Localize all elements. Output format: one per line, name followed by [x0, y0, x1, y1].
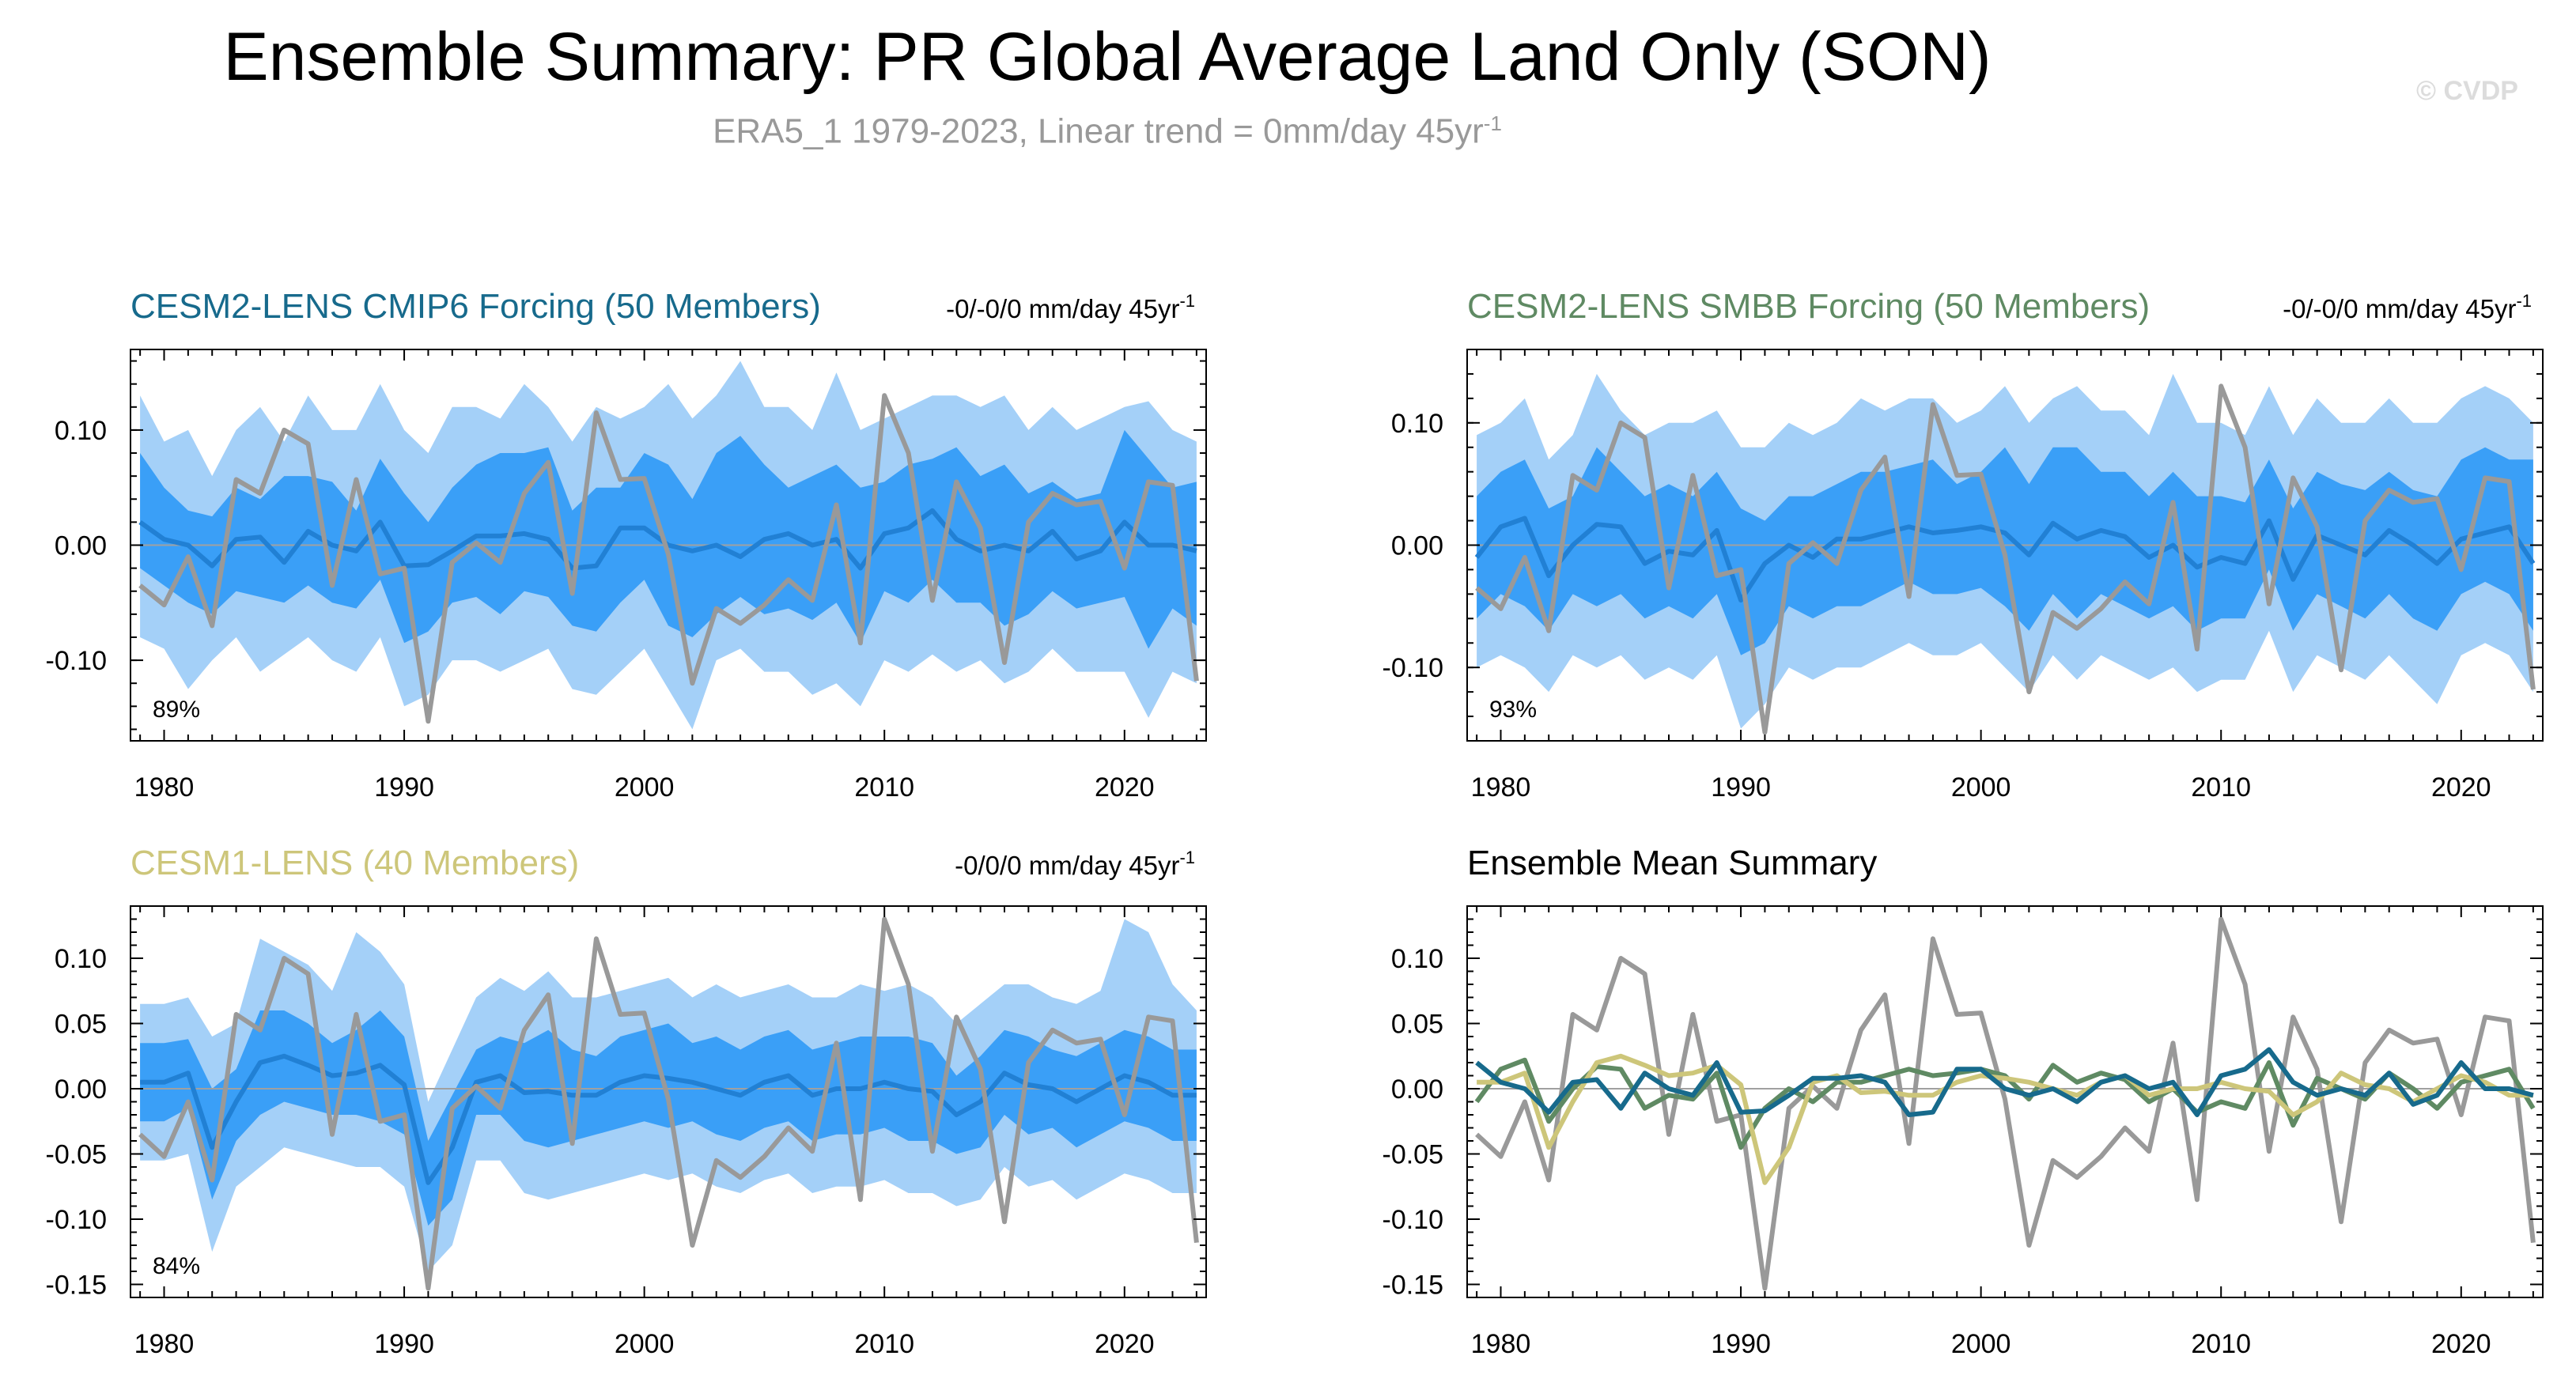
y-tick-label: -0.10 — [46, 646, 108, 676]
trend-label-superscript: -1 — [1179, 291, 1195, 311]
panel-title: CESM2-LENS SMBB Forcing (50 Members) — [1467, 287, 2150, 326]
x-tick-label: 2010 — [854, 1329, 914, 1359]
x-tick-label: 1980 — [134, 772, 195, 803]
x-tick-label: 1990 — [1711, 772, 1771, 803]
percent-label: 84% — [153, 1253, 200, 1279]
series-line-1 — [1475, 916, 2536, 1291]
series-line-4 — [1475, 1047, 2534, 1117]
y-tick-label: -0.15 — [46, 1271, 108, 1301]
trend-label: -0/-0/0 mm/day 45yr-1 — [2283, 291, 2532, 323]
x-tick-label: 1980 — [1471, 772, 1531, 803]
trend-label-superscript: -1 — [1179, 848, 1195, 867]
percent-label: 89% — [153, 697, 200, 723]
observed-line — [138, 393, 1199, 724]
y-tick-label: 0.00 — [1391, 1074, 1443, 1105]
series-line-2 — [1474, 1057, 2536, 1150]
y-tick-label: -0.10 — [1383, 1205, 1444, 1235]
figure-subtitle: ERA5_1 1979-2023, Linear trend = 0mm/day… — [0, 101, 2215, 154]
y-tick-label: 0.05 — [1391, 1010, 1443, 1040]
panel-title: Ensemble Mean Summary — [1467, 844, 1877, 882]
x-tick-label: 2010 — [2191, 772, 2251, 803]
y-tick-label: 0.00 — [55, 1074, 107, 1105]
y-tick-label: 0.10 — [55, 944, 107, 974]
y-tick-label: 0.10 — [1391, 944, 1443, 974]
chart-panel-1: 1980 1990 2000 2010 2020 -0.10 0.00 0.10 CESM2-L… — [46, 287, 1207, 803]
x-tick-label: 2020 — [1095, 772, 1155, 803]
y-tick-label: -0.05 — [46, 1140, 108, 1170]
x-tick-label: 2020 — [2431, 1329, 2491, 1359]
x-tick-label: 2010 — [854, 772, 914, 803]
x-tick-label: 1980 — [134, 1329, 195, 1359]
ensemble-mean-line — [138, 508, 1197, 571]
x-tick-label: 2000 — [1951, 772, 2011, 803]
trend-label: -0/-0/0 mm/day 45yr-1 — [946, 291, 1195, 323]
y-tick-label: -0.10 — [1383, 653, 1444, 683]
chart-panel-3: 1980 1990 2000 2010 2020 -0.15 -0.10 -0.05 0.00 0… — [46, 844, 1207, 1359]
inner-spread-band — [140, 1010, 1197, 1226]
ensemble-mean-line — [140, 1053, 1197, 1185]
x-tick-label: 2000 — [615, 1329, 675, 1359]
series-line-3 — [1477, 1053, 2533, 1185]
x-tick-label: 2020 — [1095, 1329, 1155, 1359]
trend-label-superscript: -1 — [2516, 291, 2532, 311]
chart-panel-4: 1980 1990 2000 2010 2020 -0.15 -0.10 -0.05 0.00 0… — [1383, 844, 2544, 1359]
x-tick-label: 2000 — [1951, 1329, 2011, 1359]
y-tick-label: -0.10 — [46, 1205, 108, 1235]
observed-line — [1475, 383, 2536, 735]
chart-panel-2: 1980 1990 2000 2010 2020 -0.10 0.00 0.10 CESM2-L… — [1383, 287, 2544, 803]
y-tick-label: 0.05 — [55, 1010, 107, 1040]
trend-label-text: -0/-0/0 mm/day 45yr — [2283, 294, 2516, 323]
cvdp-watermark: © CVDP — [2416, 76, 2518, 106]
y-tick-label: 0.00 — [1391, 531, 1443, 561]
subtitle-text: ERA5_1 1979-2023, Linear trend = 0mm/day… — [713, 111, 1484, 151]
x-tick-label: 1990 — [1711, 1329, 1771, 1359]
panel-title: CESM1-LENS (40 Members) — [131, 844, 579, 882]
y-tick-label: -0.05 — [1383, 1140, 1444, 1170]
y-tick-label: 0.10 — [55, 416, 107, 446]
x-tick-label: 2000 — [615, 772, 675, 803]
x-tick-label: 1990 — [374, 1329, 434, 1359]
x-tick-label: 2010 — [2191, 1329, 2251, 1359]
figure-title: Ensemble Summary: PR Global Average Land… — [223, 19, 1992, 95]
y-tick-label: 0.00 — [55, 531, 107, 561]
x-tick-label: 2020 — [2431, 772, 2491, 803]
observed-line — [138, 916, 1199, 1291]
trend-label-text: -0/0/0 mm/day 45yr — [955, 851, 1179, 880]
x-tick-label: 1990 — [374, 772, 434, 803]
x-tick-label: 1980 — [1471, 1329, 1531, 1359]
percent-label: 93% — [1489, 697, 1537, 723]
y-tick-label: -0.15 — [1383, 1271, 1444, 1301]
panel-title: CESM2-LENS CMIP6 Forcing (50 Members) — [131, 287, 821, 326]
inner-spread-band — [140, 429, 1197, 649]
trend-label-text: -0/-0/0 mm/day 45yr — [946, 294, 1179, 323]
ensemble-mean-line — [1474, 516, 2536, 603]
subtitle-superscript: -1 — [1483, 111, 1502, 135]
y-tick-label: 0.10 — [1391, 409, 1443, 439]
trend-label: -0/0/0 mm/day 45yr-1 — [955, 848, 1195, 880]
